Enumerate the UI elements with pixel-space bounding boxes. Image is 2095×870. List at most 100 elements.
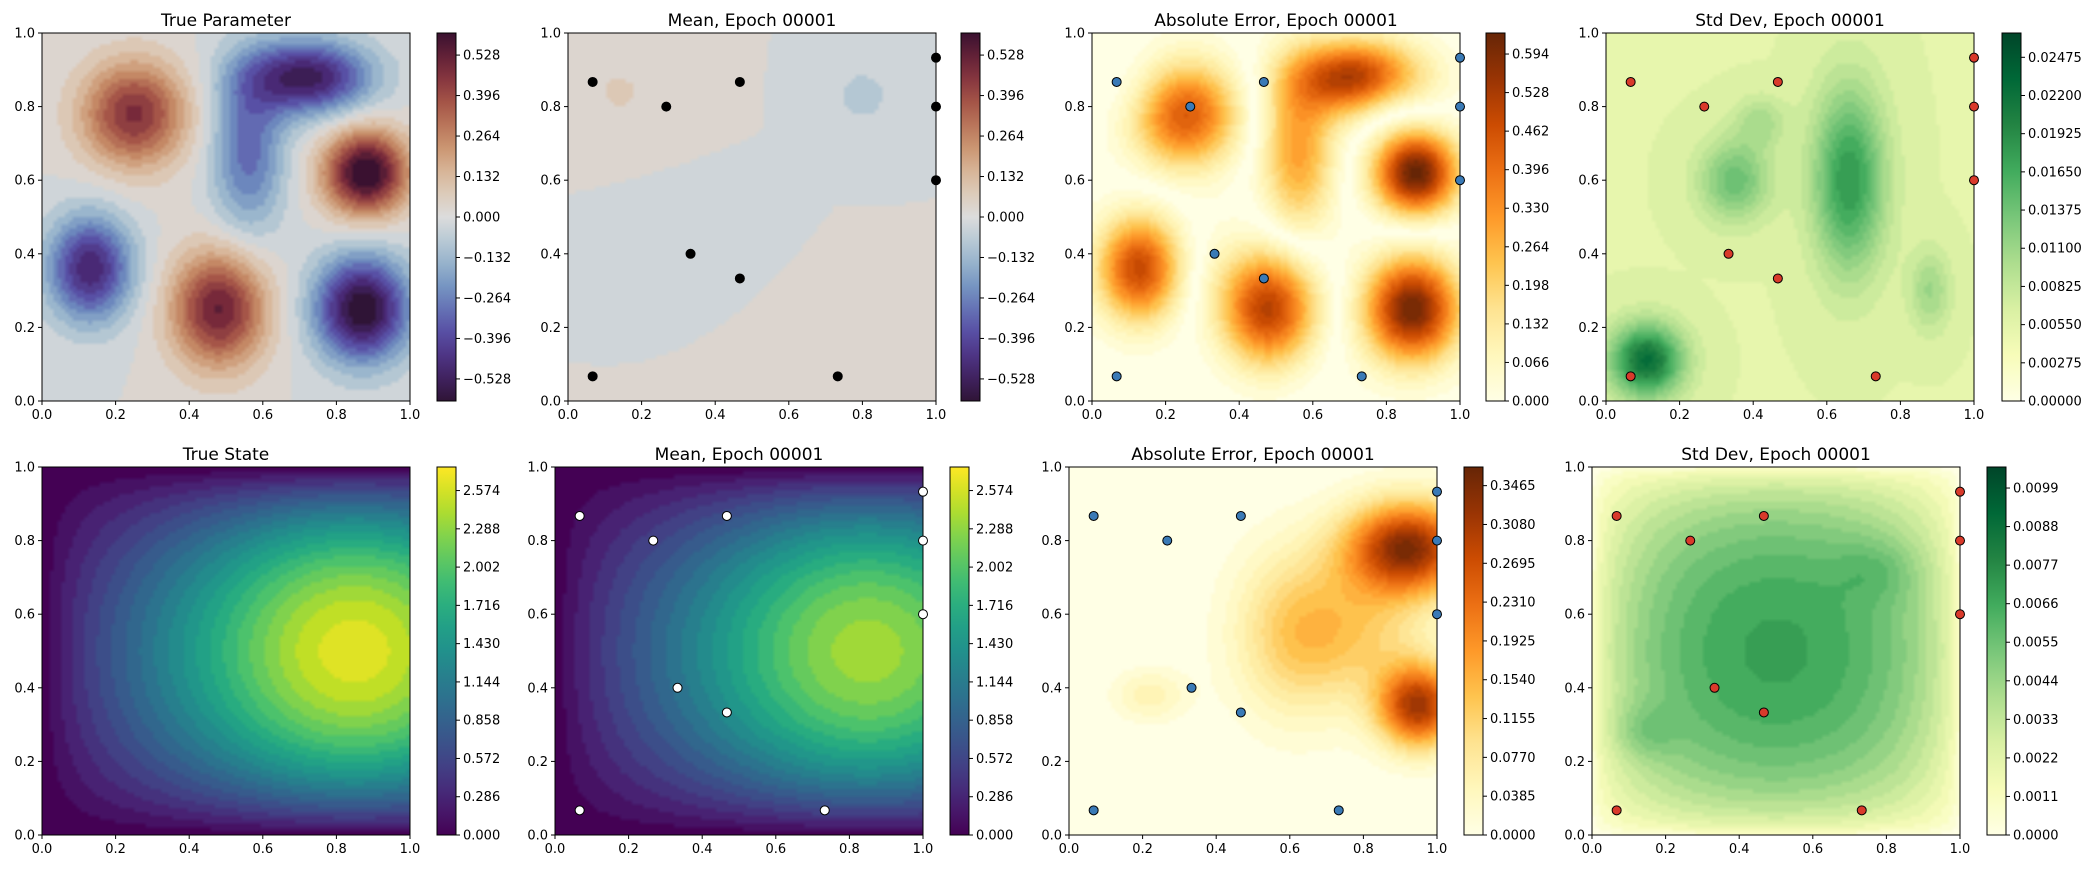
y-tick-label: 0.4 xyxy=(14,681,35,696)
sensor-point xyxy=(1185,101,1196,112)
colorbar-tick-label: 0.0033 xyxy=(2013,713,2059,728)
y-tick-label: 0.6 xyxy=(527,608,548,623)
panel-title: Absolute Error, Epoch 00001 xyxy=(1154,11,1398,31)
x-tick-label: 0.0 xyxy=(1082,408,1103,423)
x-tick-label: 0.4 xyxy=(179,408,200,423)
colorbar xyxy=(1485,32,1506,402)
x-tick-label: 0.2 xyxy=(105,842,126,857)
colorbar-tick-label: 0.066 xyxy=(1512,356,1549,371)
sensor-point xyxy=(1758,510,1769,521)
y-tick-label: 0.6 xyxy=(14,608,35,623)
colorbar-tick-label: −0.264 xyxy=(987,291,1035,306)
x-tick-label: 0.2 xyxy=(618,842,639,857)
x-tick-label: 0.2 xyxy=(1155,408,1176,423)
x-tick-label: 0.4 xyxy=(1729,842,1750,857)
x-tick-label: 0.8 xyxy=(839,842,860,857)
colorbar-tick-label: 0.3080 xyxy=(1490,518,1536,533)
colorbar-tick-label: 0.0066 xyxy=(2013,597,2059,612)
colorbar-tick-label: 0.330 xyxy=(1512,202,1549,217)
x-tick-label: 0.8 xyxy=(326,842,347,857)
sensor-point xyxy=(672,682,683,693)
sensor-point xyxy=(1611,510,1622,521)
colorbar-tick-label: 0.00000 xyxy=(2028,395,2082,410)
sensor-point xyxy=(1455,175,1465,186)
colorbar-tick-label: 2.288 xyxy=(463,522,500,537)
colorbar-tick-label: 0.572 xyxy=(976,752,1013,767)
x-tick-label: 0.4 xyxy=(692,842,713,857)
colorbar-tick-label: −0.396 xyxy=(987,332,1035,347)
y-tick-label: 0.2 xyxy=(540,321,561,336)
sensor-point xyxy=(1870,371,1881,382)
colorbar-tick-label: 2.288 xyxy=(976,522,1013,537)
sensor-point xyxy=(1432,486,1442,497)
panel-8: Std Dev, Epoch 00001 0.0 0.2 0.4 0.6 0.8 1.0 0.… xyxy=(1564,445,2058,857)
colorbar-tick-label: 0.0000 xyxy=(1490,829,1536,844)
sensor-point xyxy=(1758,707,1769,718)
sensor-point xyxy=(1723,248,1734,259)
colorbar-tick-label: −0.528 xyxy=(987,372,1035,387)
heatmap-image xyxy=(568,33,936,401)
x-tick-label: 0.0 xyxy=(32,408,53,423)
y-tick-label: 0.0 xyxy=(14,395,35,410)
sensor-point xyxy=(721,510,732,521)
y-tick-label: 0.0 xyxy=(1564,829,1585,844)
colorbar-tick-label: 0.2695 xyxy=(1490,557,1536,572)
colorbar-tick-label: 0.01650 xyxy=(2028,165,2082,180)
plot-frame xyxy=(1091,32,1461,402)
y-tick-label: 0.0 xyxy=(527,829,548,844)
x-tick-label: 0.0 xyxy=(1596,408,1617,423)
colorbar-tick-label: 0.000 xyxy=(1512,395,1549,410)
panel-title: True Parameter xyxy=(160,11,291,31)
colorbar-tick-label: 0.572 xyxy=(463,752,500,767)
x-tick-label: 0.6 xyxy=(778,408,799,423)
panel-7: Absolute Error, Epoch 00001 0.0 0.2 0.4 0.6 0… xyxy=(1041,445,1535,857)
sensor-point xyxy=(1625,76,1636,87)
y-tick-label: 0.6 xyxy=(540,174,561,189)
sensor-point xyxy=(1258,76,1269,87)
sensor-point xyxy=(1111,371,1122,382)
y-tick-label: 0.8 xyxy=(14,100,35,115)
colorbar-tick-label: 0.0770 xyxy=(1490,751,1536,766)
sensor-point xyxy=(1432,535,1442,546)
colorbar-tick-label: 2.002 xyxy=(463,561,500,576)
x-tick-label: 0.4 xyxy=(1743,408,1764,423)
x-tick-label: 0.6 xyxy=(1816,408,1837,423)
sensor-point xyxy=(1235,510,1246,521)
y-tick-label: 0.4 xyxy=(527,681,548,696)
sensor-point xyxy=(1856,805,1867,816)
colorbar-tick-label: 0.00825 xyxy=(2028,280,2082,295)
sensor-point xyxy=(1258,273,1269,284)
y-tick-label: 0.8 xyxy=(540,100,561,115)
x-tick-label: 0.6 xyxy=(765,842,786,857)
colorbar-tick-label: 0.462 xyxy=(1512,125,1549,140)
colorbar-tick-label: 0.594 xyxy=(1512,48,1549,63)
colorbar-tick-label: 1.716 xyxy=(463,599,500,614)
colorbar xyxy=(949,466,970,836)
sensor-point xyxy=(931,52,941,63)
colorbar-tick-label: 0.858 xyxy=(976,714,1013,729)
sensor-point xyxy=(574,510,585,521)
y-tick-label: 0.6 xyxy=(1578,174,1599,189)
colorbar-tick-label: 0.0088 xyxy=(2013,520,2059,535)
y-tick-label: 0.2 xyxy=(1064,321,1085,336)
y-tick-label: 0.0 xyxy=(1041,829,1062,844)
colorbar xyxy=(436,32,457,402)
colorbar-tick-label: 0.0077 xyxy=(2013,559,2059,574)
sensor-point xyxy=(1772,273,1783,284)
x-tick-label: 0.2 xyxy=(105,408,126,423)
panel-title: True State xyxy=(182,445,270,465)
x-tick-label: 0.6 xyxy=(1302,408,1323,423)
sensor-point xyxy=(832,371,843,382)
panel-6: Mean, Epoch 00001 0.0 0.2 0.4 0.6 0.8 1.0 0.0 0.… xyxy=(527,445,1013,857)
sensor-point xyxy=(1611,805,1622,816)
plot-frame xyxy=(1605,32,1975,402)
y-tick-label: 0.2 xyxy=(14,321,35,336)
y-tick-label: 0.4 xyxy=(1564,681,1585,696)
colorbar-tick-label: 1.430 xyxy=(463,637,500,652)
y-tick-label: 1.0 xyxy=(14,461,35,476)
sensor-point xyxy=(1186,682,1197,693)
y-tick-label: 0.0 xyxy=(1578,395,1599,410)
y-tick-label: 0.2 xyxy=(1578,321,1599,336)
x-tick-label: 0.0 xyxy=(32,842,53,857)
